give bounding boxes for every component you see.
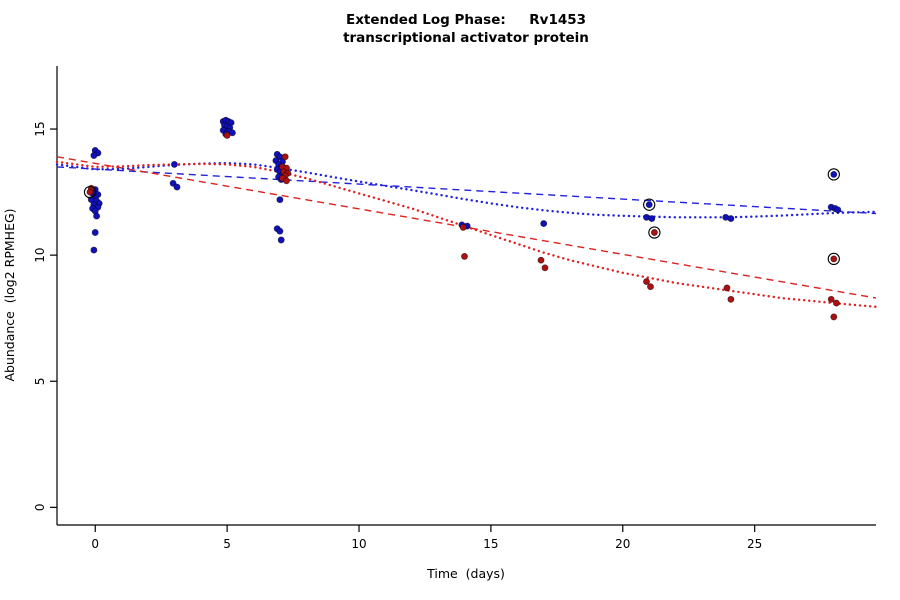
x-tick-label: 0 [91, 537, 99, 551]
x-tick-label: 10 [351, 537, 366, 551]
red-replicates-point [459, 223, 467, 231]
red-replicates-point [723, 284, 731, 292]
x-tick-label: 25 [747, 537, 762, 551]
blue-replicates-point [276, 196, 284, 204]
blue-replicates-point [540, 220, 548, 228]
outlier-ring [827, 168, 840, 181]
y-tick-label: 0 [33, 504, 47, 512]
y-tick-label: 5 [33, 377, 47, 385]
outlier-ring [643, 198, 656, 211]
blue-replicates-point [90, 152, 98, 159]
blue-replicates-point [834, 206, 842, 214]
red-replicates-point [537, 256, 545, 264]
blue-linear-fit-line [56, 166, 877, 215]
red-replicates-point [650, 229, 658, 236]
blue-replicates-point [276, 227, 284, 235]
red-replicates-point [643, 278, 650, 286]
outlier-ring [83, 185, 97, 199]
red-replicates-point [86, 188, 94, 196]
blue-replicates-point [727, 215, 735, 223]
y-axis-label: Abundance (log2 RPMHEG) [2, 208, 17, 381]
blue-replicates-point [91, 229, 99, 236]
chart-title-line1: Extended Log Phase: Rv1453 [346, 12, 586, 28]
red-linear-fit-line [56, 156, 877, 299]
red-replicates-point [830, 313, 838, 321]
red-replicates-point [727, 295, 735, 303]
outlier-ring [648, 226, 661, 239]
x-axis-label: Time (days) [426, 566, 505, 581]
trend-lines [55, 156, 878, 308]
red-replicates-point [283, 177, 290, 185]
x-tick-label: 20 [615, 537, 630, 551]
red-replicates-point [647, 283, 654, 291]
red-replicates-point [830, 255, 838, 263]
chart-title-line2: transcriptional activator protein [343, 30, 589, 46]
blue-replicates-point [648, 215, 656, 223]
outlier-ring [827, 252, 840, 266]
red-replicates-point [461, 252, 468, 260]
outlier-markers [83, 168, 840, 266]
y-tick-label: 15 [33, 121, 47, 136]
axes: 0 5 10 15 20 25 0 5 10 15 [33, 66, 876, 551]
blue-replicates-point [830, 170, 838, 178]
blue-replicates-point [277, 236, 285, 244]
blue-replicates-point [170, 160, 178, 168]
x-tick-label: 5 [223, 537, 231, 551]
red-replicates-point [541, 264, 549, 272]
blue-replicates-point [90, 246, 98, 254]
red-replicates-point [281, 153, 289, 161]
y-tick-label: 10 [33, 248, 47, 263]
x-tick-label: 15 [483, 537, 498, 551]
red-replicates-point [832, 299, 840, 307]
red-replicates-point [827, 295, 835, 303]
blue-replicates-point [93, 212, 101, 220]
red-loess-fit-line [55, 160, 878, 308]
red-replicates-point [223, 131, 231, 139]
blue-replicates-point [645, 201, 653, 209]
blue-replicates-point [173, 183, 181, 191]
data-points [86, 116, 842, 321]
